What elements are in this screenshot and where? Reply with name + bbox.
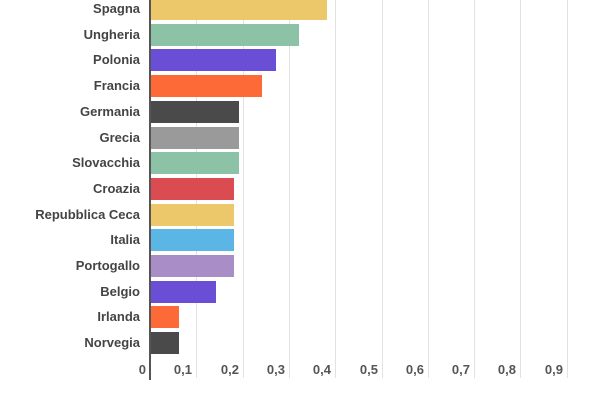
gridline bbox=[335, 0, 336, 378]
x-tick-label: 0 bbox=[138, 362, 146, 377]
category-label: Belgio bbox=[100, 284, 140, 299]
gridline bbox=[243, 0, 244, 378]
gridline bbox=[520, 0, 521, 378]
bar-italia bbox=[151, 229, 234, 251]
category-label: Italia bbox=[110, 232, 140, 247]
category-label: Grecia bbox=[99, 130, 140, 145]
bar-polonia bbox=[151, 49, 276, 71]
bar-belgio bbox=[151, 281, 216, 303]
bar-grecia bbox=[151, 127, 239, 149]
gridline bbox=[382, 0, 383, 378]
bar-spagna bbox=[151, 0, 327, 20]
category-label: Slovacchia bbox=[72, 155, 140, 170]
bar-slovacchia bbox=[151, 152, 239, 174]
x-tick-label: 0,7 bbox=[451, 362, 470, 377]
category-label: Norvegia bbox=[84, 335, 140, 350]
category-label: Irlanda bbox=[97, 309, 140, 324]
category-label: Spagna bbox=[93, 1, 140, 16]
gridline bbox=[567, 0, 568, 378]
bar-repubblica-ceca bbox=[151, 204, 234, 226]
x-tick-label: 0,1 bbox=[173, 362, 192, 377]
bar-germania bbox=[151, 101, 239, 123]
bar-irlanda bbox=[151, 306, 179, 328]
category-label: Germania bbox=[80, 104, 140, 119]
x-tick-label: 0,4 bbox=[312, 362, 331, 377]
gridline bbox=[428, 0, 429, 378]
category-label: Francia bbox=[93, 78, 140, 93]
bar-croazia bbox=[151, 178, 234, 200]
x-tick-label: 0,2 bbox=[220, 362, 239, 377]
bar-portogallo bbox=[151, 255, 234, 277]
bar-francia bbox=[151, 75, 262, 97]
x-tick-label: 0,6 bbox=[405, 362, 424, 377]
y-axis-line bbox=[149, 0, 151, 380]
category-label: Portogallo bbox=[75, 258, 140, 273]
category-label: Croazia bbox=[93, 181, 140, 196]
x-tick-label: 0,3 bbox=[266, 362, 285, 377]
x-tick-label: 0,9 bbox=[544, 362, 563, 377]
category-label: Ungheria bbox=[83, 27, 140, 42]
bar-norvegia bbox=[151, 332, 179, 354]
bar-ungheria bbox=[151, 24, 299, 46]
gridline bbox=[289, 0, 290, 378]
category-label: Repubblica Ceca bbox=[35, 207, 140, 222]
x-tick-label: 0,5 bbox=[359, 362, 378, 377]
category-label: Polonia bbox=[93, 52, 140, 67]
x-tick-label: 0,8 bbox=[497, 362, 516, 377]
gridline bbox=[474, 0, 475, 378]
